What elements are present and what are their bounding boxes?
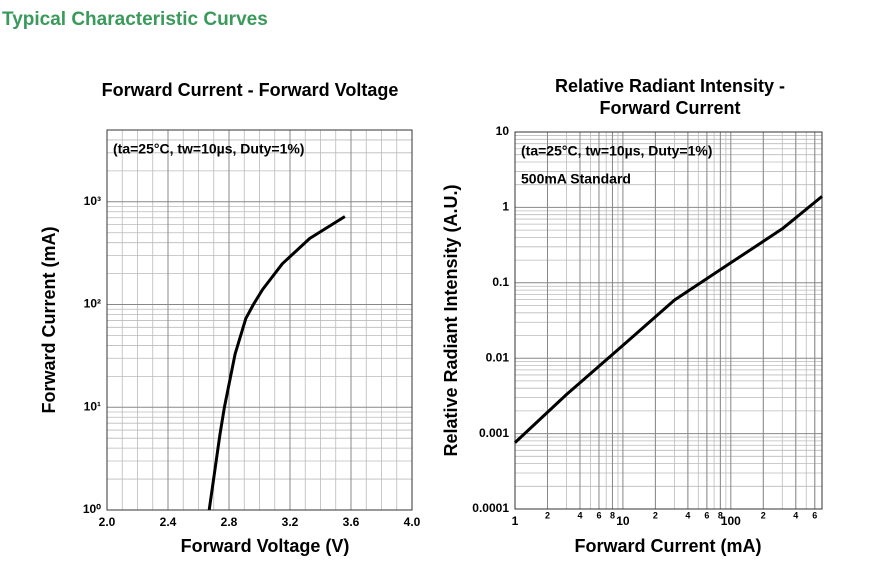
x-tick-label: 100 (721, 514, 741, 528)
x-axis-label: Forward Current (mA) (574, 536, 761, 556)
y-tick-label: 0.001 (479, 426, 509, 440)
chart-title: Forward Current - Forward Voltage (101, 80, 399, 100)
x-tick-label: 4 (577, 510, 582, 520)
x-tick-label: 10 (616, 514, 630, 528)
y-axis-label: Forward Current (mA) (39, 226, 59, 413)
y-tick-label: 10⁰ (83, 502, 101, 516)
x-tick-label: 6 (812, 510, 817, 520)
x-tick-label: 1 (512, 514, 519, 528)
x-tick-label: 6 (704, 510, 709, 520)
x-tick-label: 2.8 (221, 515, 238, 529)
y-tick-label: 0.0001 (472, 501, 509, 515)
x-tick-label: 4 (793, 510, 798, 520)
x-tick-label: 3.6 (343, 515, 360, 529)
x-tick-label: 6 (596, 510, 601, 520)
x-axis-label: Forward Voltage (V) (181, 536, 350, 556)
x-tick-label: 2 (653, 510, 658, 520)
annotation: (ta=25°C, tw=10µs, Duty=1%) (521, 143, 712, 159)
curve (207, 215, 346, 511)
plot-frame (106, 129, 413, 511)
y-tick-label: 0.01 (486, 350, 510, 364)
curve (513, 195, 823, 444)
plot-frame (514, 131, 823, 510)
x-tick-label: 4 (685, 510, 690, 520)
annotation: (ta=25°C, tw=10µs, Duty=1%) (113, 141, 304, 157)
x-tick-label: 2.4 (160, 515, 177, 529)
y-axis-label: Relative Radiant Intensity (A.U.) (441, 184, 461, 456)
x-tick-label: 3.2 (282, 515, 299, 529)
x-tick-label: 8 (610, 510, 615, 520)
chart-title: Relative Radiant Intensity - Forward Cur… (554, 76, 786, 118)
y-tick-label: 10² (84, 297, 101, 311)
y-tick-label: 10¹ (84, 399, 101, 413)
heading: Typical Characteristic Curves (2, 9, 268, 30)
y-tick-label: 1 (502, 200, 509, 214)
x-tick-label: 2 (545, 510, 550, 520)
x-tick-label: 8 (718, 510, 723, 520)
x-tick-label: 2 (761, 510, 766, 520)
y-tick-label: 10 (496, 124, 510, 138)
annotation: 500mA Standard (521, 171, 631, 187)
x-tick-label: 2.0 (99, 515, 116, 529)
y-tick-label: 10³ (84, 194, 101, 208)
y-tick-label: 0.1 (492, 275, 509, 289)
x-tick-label: 4.0 (404, 515, 421, 529)
